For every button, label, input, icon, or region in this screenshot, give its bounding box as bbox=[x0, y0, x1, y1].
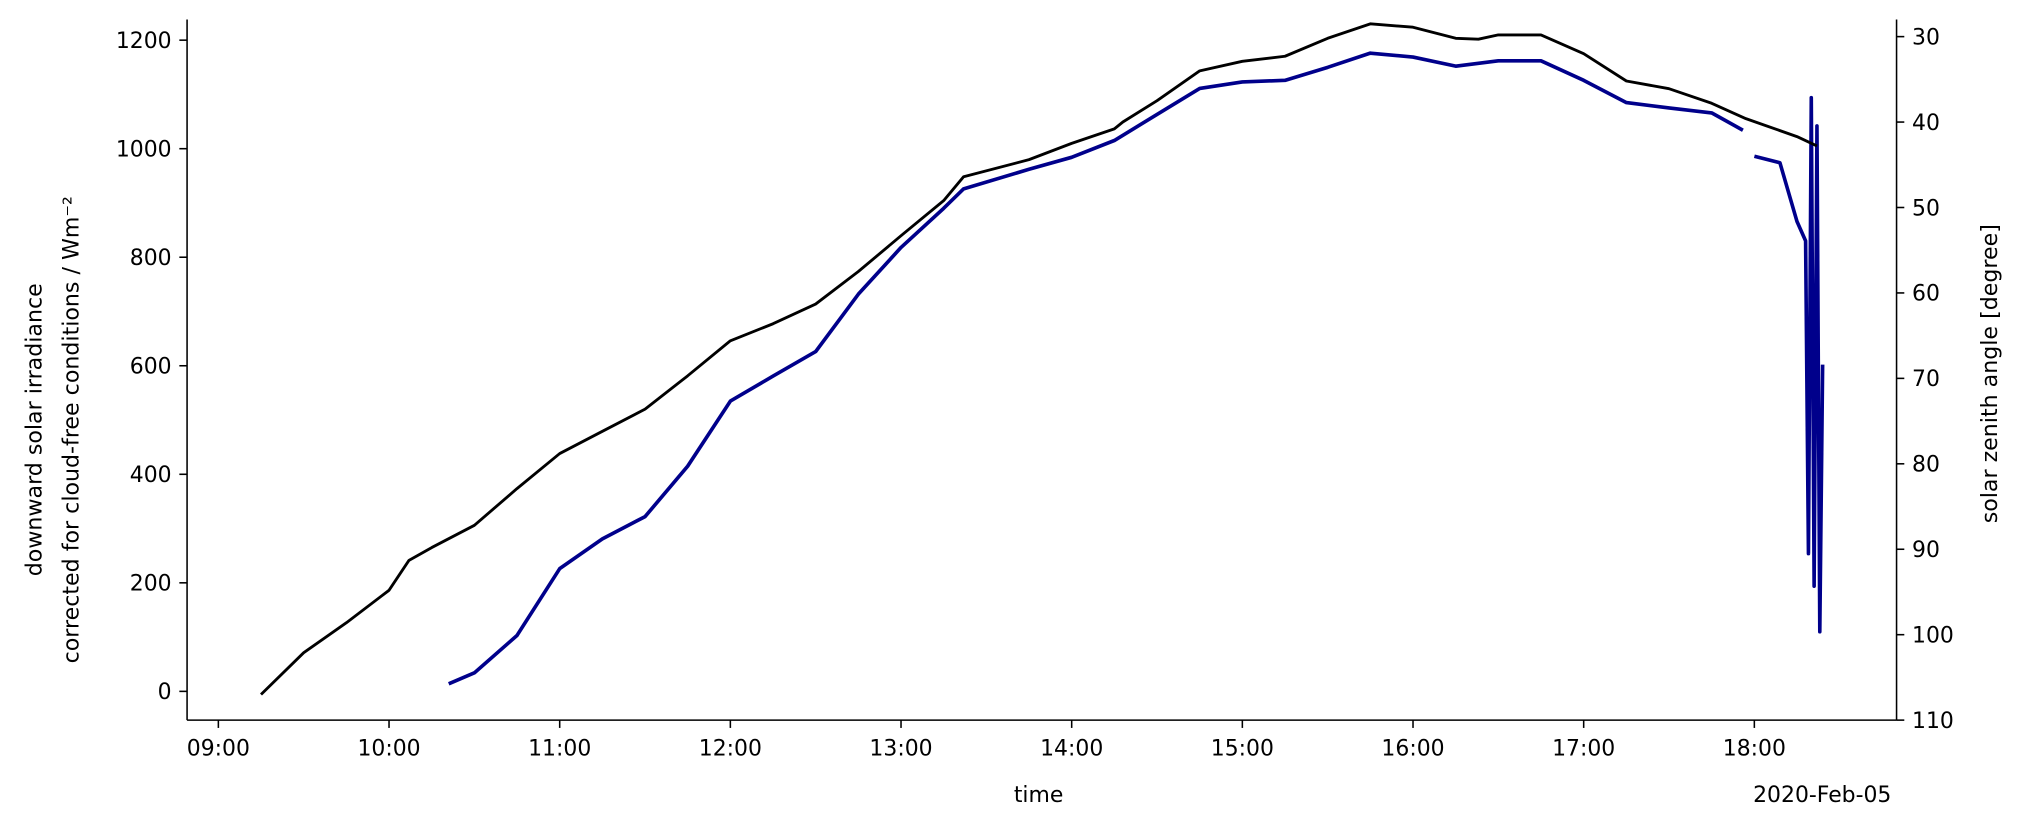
y2-tick-label: 50 bbox=[1912, 196, 1940, 221]
y-tick-label: 600 bbox=[130, 354, 172, 379]
y2-tick-label: 110 bbox=[1912, 709, 1954, 734]
series-line bbox=[260, 22, 1818, 696]
x-offset-label: 2020-Feb-05 bbox=[1753, 783, 1891, 808]
x-tick-label: 09:00 bbox=[187, 736, 250, 761]
y2-tick-label: 70 bbox=[1912, 367, 1940, 392]
y-tick-label: 800 bbox=[130, 246, 172, 271]
y2-tick-label: 30 bbox=[1912, 25, 1940, 50]
y2-tick-label: 100 bbox=[1912, 623, 1954, 648]
y2-axis-label: solar zenith angle [degree] bbox=[1978, 224, 2003, 523]
y2-tick-label: 60 bbox=[1912, 282, 1940, 307]
x-tick-label: 15:00 bbox=[1211, 736, 1274, 761]
y2-tick-label: 40 bbox=[1912, 111, 1940, 136]
y-tick-label: 1200 bbox=[116, 29, 172, 54]
x-tick-label: 11:00 bbox=[528, 736, 591, 761]
y2-tick-label: 90 bbox=[1912, 538, 1940, 563]
y-axis-label: downward solar irradiance bbox=[22, 283, 47, 576]
x-tick-label: 18:00 bbox=[1723, 736, 1786, 761]
x-tick-label: 12:00 bbox=[699, 736, 762, 761]
y2-tick-label: 80 bbox=[1912, 453, 1940, 478]
y-tick-label: 1000 bbox=[116, 137, 172, 162]
y-axis-label: corrected for cloud-free conditions / Wm… bbox=[60, 196, 85, 663]
x-axis-label: time bbox=[1014, 783, 1064, 808]
x-tick-label: 17:00 bbox=[1552, 736, 1615, 761]
y-tick-label: 400 bbox=[130, 463, 172, 488]
y-tick-label: 200 bbox=[130, 572, 172, 597]
x-tick-label: 14:00 bbox=[1040, 736, 1103, 761]
y-tick-label: 0 bbox=[158, 680, 172, 705]
series-line bbox=[448, 51, 1825, 686]
x-tick-label: 16:00 bbox=[1381, 736, 1444, 761]
x-tick-label: 13:00 bbox=[869, 736, 932, 761]
x-tick-label: 10:00 bbox=[357, 736, 420, 761]
